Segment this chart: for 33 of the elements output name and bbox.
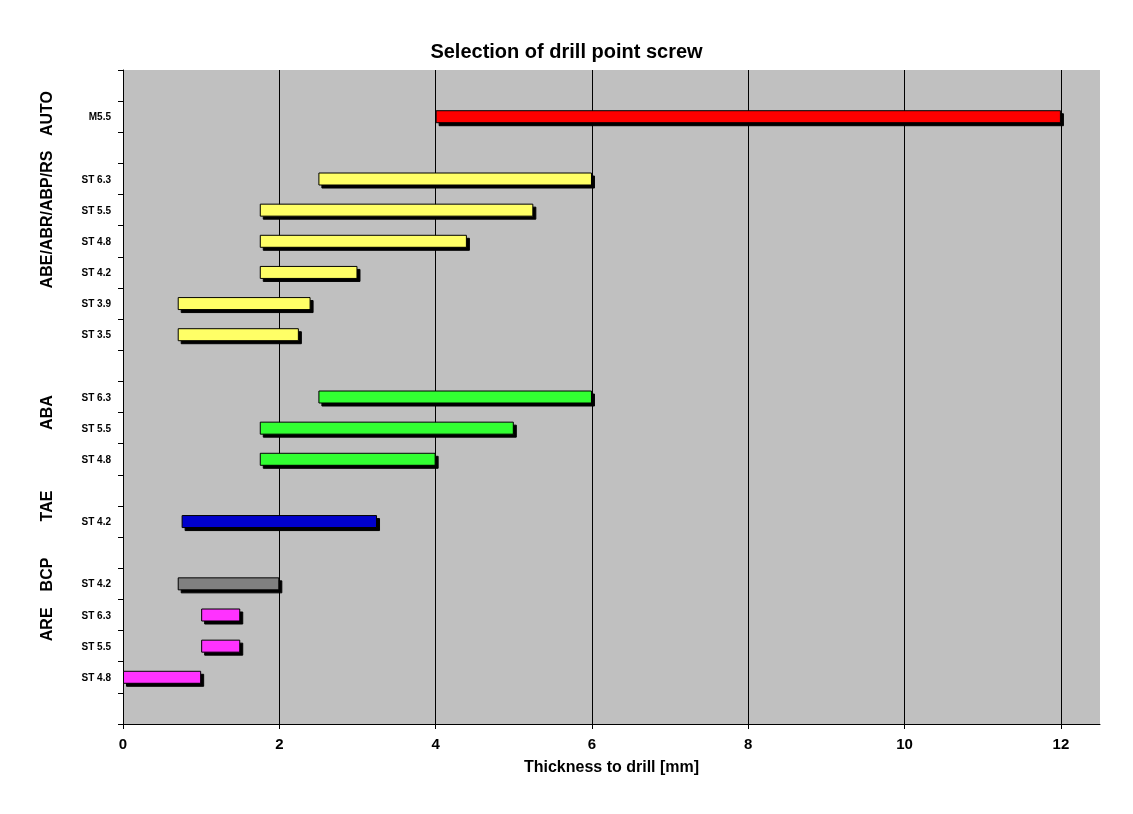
y-tick-label: ST 6.3: [81, 391, 112, 403]
y-tick-label: ST 4.8: [81, 453, 112, 465]
x-axis-title: Thickness to drill [mm]: [523, 757, 700, 775]
y-tick-label: ST 4.2: [81, 516, 112, 528]
x-tick-label: 2: [275, 735, 284, 752]
y-tick-label: M5.5: [88, 111, 112, 123]
x-tick-label: 12: [1052, 735, 1070, 752]
chart-title: Selection of drill point screw: [430, 40, 704, 62]
text: ARE: [37, 607, 55, 642]
text: ABA: [37, 394, 55, 430]
bar: [201, 608, 241, 622]
x-tick-label: 0: [118, 735, 128, 752]
x-tick-label: 4: [431, 735, 441, 752]
y-tick-label: ST 4.8: [81, 235, 112, 247]
y-tick-label: ST 4.2: [81, 578, 112, 590]
y-tick-label: ST 5.5: [81, 204, 112, 216]
y-tick-label: ST 3.5: [81, 329, 112, 341]
bar: [123, 670, 202, 684]
x-tick-label: 10: [896, 735, 913, 752]
y-tick-label: ST 6.3: [81, 173, 112, 185]
y-tick-label: ST 5.5: [81, 422, 112, 434]
y-tick-label: ST 4.8: [81, 671, 112, 683]
x-tick-label: 6: [587, 735, 597, 752]
y-tick-label: ST 4.2: [81, 266, 112, 278]
bar: [201, 639, 241, 653]
x-tick-label: 8: [744, 735, 753, 752]
text: TAE: [37, 490, 55, 522]
y-tick-label: ST 6.3: [81, 609, 112, 621]
y-tick-label: ST 5.5: [81, 640, 112, 652]
text: AUTO: [37, 91, 55, 137]
text: ABE/ABR/ABP/RS: [37, 150, 55, 289]
y-tick-label: ST 3.9: [81, 298, 112, 310]
text: BCP: [37, 557, 55, 592]
